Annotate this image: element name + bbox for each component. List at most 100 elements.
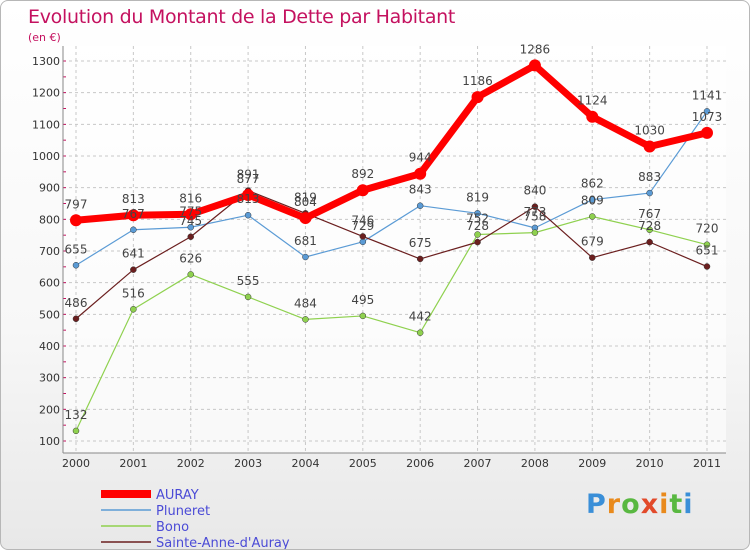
data-point (242, 188, 255, 201)
data-point (130, 266, 137, 273)
data-label: 809 (581, 193, 604, 207)
y-tick-label: 600 (39, 277, 60, 290)
y-tick-label: 200 (39, 403, 60, 416)
series-line (75, 215, 708, 432)
data-label: 729 (351, 219, 374, 233)
data-point (70, 214, 82, 227)
logo-letter: i (683, 489, 694, 520)
data-point (528, 59, 541, 72)
data-label: 728 (638, 219, 661, 233)
data-label: 745 (179, 214, 202, 228)
data-label: 944 (409, 151, 432, 165)
data-label: 813 (122, 192, 145, 206)
x-tick-label: 2002 (177, 457, 205, 470)
series-line (75, 189, 708, 320)
data-label: 442 (409, 310, 432, 324)
data-label: 484 (294, 296, 317, 310)
x-tick-label: 2003 (234, 457, 262, 470)
y-tick-label: 300 (39, 372, 60, 385)
logo-letter: o (621, 489, 641, 520)
data-point (187, 224, 194, 231)
data-label: 681 (294, 234, 317, 248)
data-label: 516 (122, 286, 145, 300)
data-point (531, 229, 539, 236)
data-label: 883 (638, 170, 661, 184)
logo-letter: i (659, 489, 670, 520)
data-point (299, 212, 312, 225)
data-point (359, 233, 367, 240)
series-0 (70, 59, 713, 227)
proxiti-logo: Proxiti (586, 489, 694, 520)
data-label: 891 (237, 168, 260, 182)
data-label: 626 (179, 251, 202, 265)
data-point (130, 226, 137, 234)
data-point (72, 315, 80, 323)
data-label: 816 (179, 191, 202, 205)
data-label: 767 (122, 207, 145, 221)
y-tick-label: 1000 (32, 150, 60, 163)
series-line (72, 61, 711, 224)
y-tick-label: 800 (39, 213, 60, 226)
data-point (589, 254, 596, 261)
data-point (474, 238, 481, 246)
data-label: 862 (581, 177, 604, 191)
x-tick-label: 2001 (119, 457, 147, 470)
data-point (127, 209, 140, 222)
logo-letter: x (640, 489, 660, 520)
legend-label: Sainte-Anne-d'Auray (156, 536, 290, 550)
series-line (75, 110, 708, 266)
data-label: 877 (237, 172, 260, 186)
data-point (416, 255, 424, 263)
data-label: 655 (65, 242, 88, 256)
data-label: 773 (523, 205, 546, 219)
plot-area (63, 46, 726, 453)
data-label: 641 (122, 247, 145, 261)
data-point (244, 211, 252, 219)
data-label: 132 (65, 408, 88, 422)
data-point (187, 271, 194, 278)
data-point (646, 226, 653, 234)
data-label: 752 (466, 212, 489, 226)
logo-letter: P (586, 489, 607, 520)
x-tick-label: 2004 (291, 457, 319, 470)
x-tick-label: 2005 (349, 457, 377, 470)
data-label: 1141 (692, 88, 723, 102)
x-tick-label: 2011 (693, 457, 721, 470)
data-label: 843 (409, 183, 432, 197)
data-label: 1073 (692, 110, 723, 124)
data-label: 679 (581, 235, 604, 249)
data-label: 892 (351, 167, 374, 181)
y-tick-label: 500 (39, 308, 60, 321)
data-point (586, 110, 599, 123)
data-point (414, 167, 427, 180)
x-tick-label: 2010 (636, 457, 664, 470)
data-point (72, 427, 80, 435)
data-label: 758 (523, 210, 546, 224)
data-label: 1186 (462, 74, 493, 88)
data-label: 675 (409, 236, 432, 250)
data-point (302, 253, 309, 261)
x-tick-label: 2007 (464, 457, 492, 470)
x-tick-label: 2006 (406, 457, 434, 470)
legend-label: Bono (156, 520, 189, 535)
data-point (531, 203, 539, 210)
data-label: 804 (294, 195, 317, 209)
data-point (130, 306, 137, 313)
y-tick-label: 1300 (32, 55, 60, 68)
x-tick-label: 2009 (578, 457, 606, 470)
data-label: 819 (294, 190, 317, 204)
y-tick-label: 100 (39, 435, 60, 448)
data-label: 797 (65, 197, 88, 211)
y-tick-label: 400 (39, 340, 60, 353)
data-point (416, 329, 424, 336)
data-label: 767 (638, 207, 661, 221)
data-label: 813 (237, 192, 260, 206)
data-point (244, 293, 252, 301)
data-label: 819 (466, 190, 489, 204)
data-point (701, 126, 713, 139)
data-point (646, 238, 653, 246)
data-label: 1030 (634, 124, 665, 138)
data-point (356, 184, 369, 197)
